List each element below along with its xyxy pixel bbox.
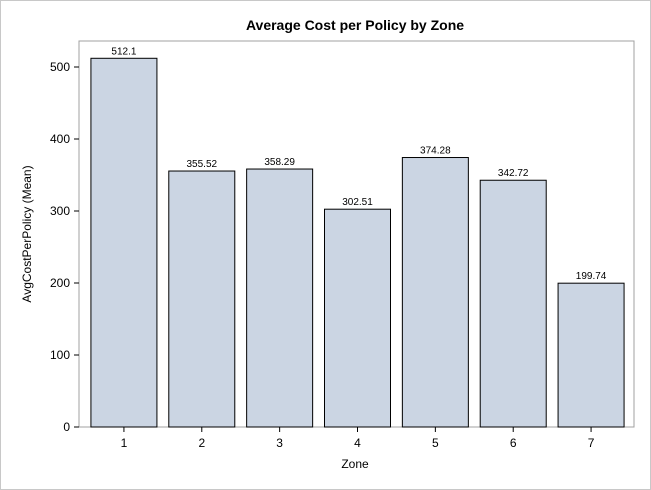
data-label: 358.29 [264, 157, 295, 168]
x-tick-label: 6 [510, 436, 517, 450]
data-label: 355.52 [186, 159, 217, 170]
bar-zone-2 [168, 170, 236, 428]
bar-zone-6 [479, 179, 547, 428]
bars [90, 57, 625, 428]
data-labels: 512.1 355.52 358.29 302.51 374.28 342.72 199.7… [111, 46, 606, 282]
x-tick-label: 1 [121, 436, 128, 450]
y-tick-label: 100 [50, 348, 70, 362]
data-label: 342.72 [498, 168, 529, 179]
y-tick-label: 0 [63, 420, 70, 434]
y-tick-label: 300 [50, 204, 70, 218]
data-label: 199.74 [576, 271, 607, 282]
bar-zone-3 [246, 168, 314, 428]
x-tick-label: 7 [588, 436, 595, 450]
chart-title: Average Cost per Policy by Zone [246, 17, 464, 33]
y-tick-label: 400 [50, 132, 70, 146]
data-label: 302.51 [342, 197, 373, 208]
y-axis: 0 100 200 300 400 500 [50, 60, 79, 434]
x-tick-label: 3 [276, 436, 283, 450]
x-axis: 1 2 3 4 5 6 7 [121, 427, 595, 450]
bar-zone-7 [557, 282, 625, 428]
x-axis-label: Zone [341, 457, 369, 471]
data-label: 374.28 [420, 146, 451, 157]
y-axis-label: AvgCostPerPolicy (Mean) [20, 165, 34, 302]
x-tick-label: 5 [432, 436, 439, 450]
y-tick-label: 200 [50, 276, 70, 290]
bar-zone-5 [401, 157, 469, 428]
bar-zone-4 [324, 208, 391, 428]
x-tick-label: 2 [198, 436, 205, 450]
y-tick-label: 500 [50, 60, 70, 74]
bar-zone-1 [90, 57, 158, 428]
data-label: 512.1 [111, 46, 136, 57]
x-tick-label: 4 [354, 436, 361, 450]
